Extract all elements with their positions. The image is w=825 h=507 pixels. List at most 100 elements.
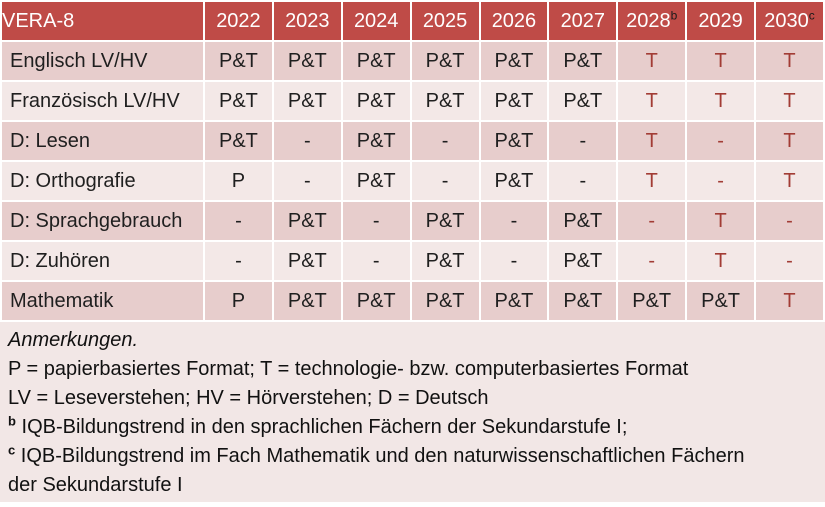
- cell-2027: P&T: [549, 282, 617, 320]
- table-body: Englisch LV/HV P&T P&T P&T P&T P&T P&T T T T Franz…: [2, 42, 823, 320]
- cell-2024: -: [342, 202, 410, 240]
- cell-2026: -: [480, 242, 548, 280]
- table-row: D: Lesen P&T - P&T - P&T - T - T: [2, 122, 823, 160]
- cell-2022: P: [205, 282, 272, 320]
- cell-2022: P&T: [205, 42, 272, 80]
- cell-2028: -: [618, 202, 686, 240]
- cell-2028: T: [618, 42, 686, 80]
- cell-2025: P&T: [411, 242, 479, 280]
- notes-title: Anmerkungen.: [8, 329, 139, 351]
- year-header-2028: 2028b: [618, 2, 686, 40]
- cell-2030: T: [756, 42, 823, 80]
- cell-2024: P&T: [342, 162, 410, 200]
- cell-2022: -: [205, 202, 272, 240]
- row-label: D: Sprachgebrauch: [2, 202, 203, 240]
- year-header-2027: 2027: [549, 2, 617, 40]
- cell-2025: -: [411, 122, 479, 160]
- cell-2030: -: [756, 242, 823, 280]
- cell-2024: P&T: [342, 82, 410, 120]
- table-row: Englisch LV/HV P&T P&T P&T P&T P&T P&T T T T: [2, 42, 823, 80]
- year-header-2024: 2024: [342, 2, 410, 40]
- cell-2025: P&T: [411, 282, 479, 320]
- row-label: D: Lesen: [2, 122, 203, 160]
- cell-2023: P&T: [273, 202, 341, 240]
- cell-2023: -: [273, 122, 341, 160]
- cell-2026: P&T: [480, 122, 548, 160]
- cell-2028: P&T: [618, 282, 686, 320]
- table-row: D: Orthografie P - P&T - P&T - T - T: [2, 162, 823, 200]
- cell-2029: T: [687, 42, 754, 80]
- table-row: D: Zuhören - P&T - P&T - P&T - T -: [2, 242, 823, 280]
- table-corner-header: VERA-8: [2, 2, 203, 40]
- note-line-abbreviations: LV = Leseverstehen; HV = Hörverstehen; D…: [8, 387, 489, 409]
- cell-2027: -: [549, 162, 617, 200]
- cell-2025: P&T: [411, 202, 479, 240]
- cell-2022: -: [205, 242, 272, 280]
- cell-2023: P&T: [273, 42, 341, 80]
- cell-2024: -: [342, 242, 410, 280]
- cell-2025: P&T: [411, 42, 479, 80]
- cell-2026: P&T: [480, 42, 548, 80]
- cell-2029: T: [687, 202, 754, 240]
- note-c-superscript: c: [8, 442, 16, 458]
- cell-2027: -: [549, 122, 617, 160]
- note-c: c IQB-Bildungstrend im Fach Mathematik u…: [8, 442, 768, 500]
- table-row: Mathematik P P&T P&T P&T P&T P&T P&T P&T T: [2, 282, 823, 320]
- cell-2027: P&T: [549, 202, 617, 240]
- cell-2027: P&T: [549, 42, 617, 80]
- note-c-text: IQB-Bildungstrend im Fach Mathematik und…: [8, 445, 745, 496]
- cell-2028: T: [618, 162, 686, 200]
- cell-2027: P&T: [549, 242, 617, 280]
- cell-2029: -: [687, 122, 754, 160]
- cell-2030: T: [756, 162, 823, 200]
- row-label: D: Zuhören: [2, 242, 203, 280]
- cell-2026: P&T: [480, 282, 548, 320]
- row-label: Französisch LV/HV: [2, 82, 203, 120]
- year-header-2023: 2023: [273, 2, 341, 40]
- cell-2029: -: [687, 162, 754, 200]
- note-line-formats: P = papierbasiertes Format; T = technolo…: [8, 358, 689, 380]
- row-label: Englisch LV/HV: [2, 42, 203, 80]
- note-b-text: IQB-Bildungstrend in den sprachlichen Fä…: [15, 416, 628, 438]
- cell-2026: -: [480, 202, 548, 240]
- cell-2023: P&T: [273, 242, 341, 280]
- cell-2024: P&T: [342, 42, 410, 80]
- cell-2026: P&T: [480, 162, 548, 200]
- table-header-row: VERA-8 2022 2023 2024 2025 2026 2027 2028b 2029…: [2, 2, 823, 40]
- cell-2022: P&T: [205, 122, 272, 160]
- cell-2029: T: [687, 242, 754, 280]
- year-header-2026: 2026: [480, 2, 548, 40]
- cell-2023: P&T: [273, 82, 341, 120]
- cell-2027: P&T: [549, 82, 617, 120]
- cell-2023: -: [273, 162, 341, 200]
- cell-2025: -: [411, 162, 479, 200]
- cell-2030: -: [756, 202, 823, 240]
- cell-2028: T: [618, 122, 686, 160]
- table-header: VERA-8 2022 2023 2024 2025 2026 2027 2028b 2029…: [2, 2, 823, 40]
- cell-2025: P&T: [411, 82, 479, 120]
- cell-2028: T: [618, 82, 686, 120]
- cell-2026: P&T: [480, 82, 548, 120]
- vera8-schedule-table: VERA-8 2022 2023 2024 2025 2026 2027 2028b 2029…: [2, 2, 823, 320]
- notes-section: Anmerkungen. P = papierbasiertes Format;…: [0, 322, 825, 502]
- year-header-2030: 2030c: [756, 2, 823, 40]
- row-label: D: Orthografie: [2, 162, 203, 200]
- table-row: D: Sprachgebrauch - P&T - P&T - P&T - T -: [2, 202, 823, 240]
- note-b: b IQB-Bildungstrend in den sprachlichen …: [8, 413, 817, 442]
- year-superscript-marker: b: [670, 7, 678, 22]
- year-header-2029: 2029: [687, 2, 754, 40]
- cell-2024: P&T: [342, 122, 410, 160]
- cell-2028: -: [618, 242, 686, 280]
- cell-2029: P&T: [687, 282, 754, 320]
- year-header-2025: 2025: [411, 2, 479, 40]
- cell-2023: P&T: [273, 282, 341, 320]
- cell-2029: T: [687, 82, 754, 120]
- cell-2030: T: [756, 122, 823, 160]
- cell-2022: P: [205, 162, 272, 200]
- row-label: Mathematik: [2, 282, 203, 320]
- year-superscript-marker: c: [808, 7, 815, 22]
- cell-2024: P&T: [342, 282, 410, 320]
- note-b-superscript: b: [8, 413, 16, 429]
- cell-2030: T: [756, 82, 823, 120]
